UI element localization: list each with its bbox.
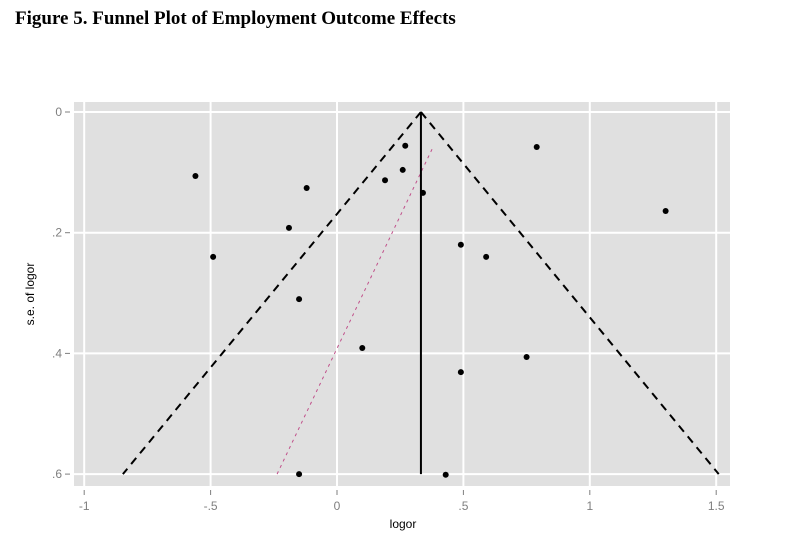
data-point	[442, 471, 449, 478]
data-point	[192, 172, 199, 179]
data-point	[523, 354, 530, 361]
data-point	[483, 253, 490, 260]
x-axis-title: logor	[390, 517, 417, 531]
y-tick-label: .6	[52, 467, 62, 481]
data-point	[419, 189, 426, 196]
x-tick-label: 0	[334, 499, 341, 513]
x-tick-label: 1.5	[708, 499, 725, 513]
y-tick-label: .4	[52, 346, 62, 360]
data-point	[402, 142, 409, 149]
data-point	[662, 207, 669, 214]
data-point	[296, 296, 303, 303]
data-point	[382, 177, 389, 184]
data-point	[296, 471, 303, 478]
x-tick-label: -.5	[204, 499, 218, 513]
data-point	[285, 224, 292, 231]
data-point	[210, 253, 217, 260]
y-tick-label: 0	[55, 105, 62, 119]
data-point	[399, 166, 406, 173]
x-tick-label: .5	[458, 499, 468, 513]
plot-panel	[74, 102, 730, 486]
data-point	[457, 241, 464, 248]
x-tick-label: -1	[79, 499, 90, 513]
y-tick-label: .2	[52, 226, 62, 240]
y-axis-title: s.e. of logor	[23, 263, 37, 326]
data-point	[457, 369, 464, 376]
data-point	[533, 144, 540, 151]
x-tick-label: 1	[586, 499, 593, 513]
data-point	[303, 185, 310, 192]
data-point	[359, 344, 366, 351]
figure-title: Figure 5. Funnel Plot of Employment Outc…	[15, 8, 456, 29]
egger-regression-line	[276, 146, 434, 475]
